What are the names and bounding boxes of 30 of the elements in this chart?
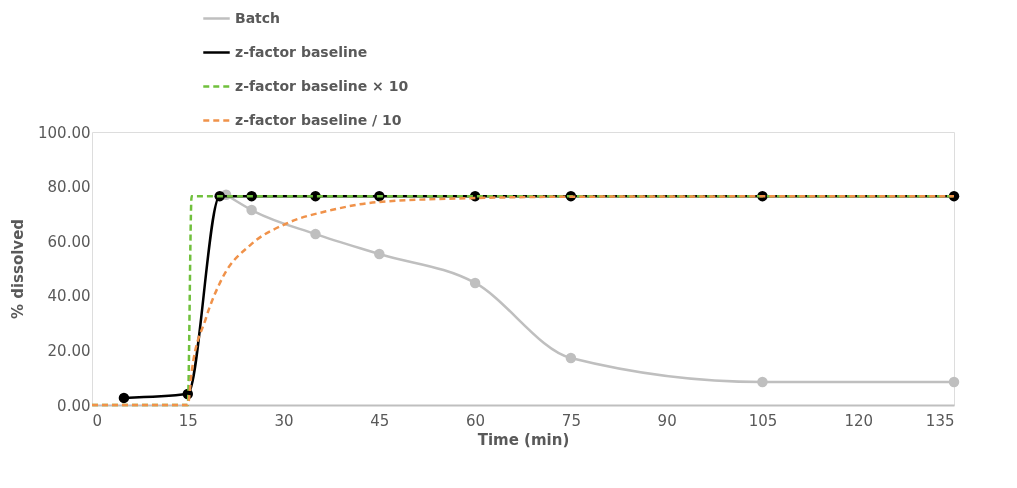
x-tick-label: 75 [561, 411, 581, 430]
legend-label: z-factor baseline × 10 [235, 77, 409, 94]
point [246, 204, 257, 216]
point [310, 228, 321, 240]
x-tick-label: 105 [748, 411, 778, 430]
x-tick-label: 0 [92, 411, 103, 430]
y-axis-title: % dissolved [9, 218, 28, 320]
legend-label: z-factor baseline [235, 43, 368, 60]
y-tick-label: 20.00 [47, 341, 91, 360]
x-tick-label: 120 [844, 411, 874, 430]
x-tick-label: 135 [925, 411, 955, 430]
point [118, 392, 130, 404]
y-tick-label: 80.00 [47, 178, 91, 197]
y-tick-label: 0.00 [57, 396, 91, 415]
x-tick-label: 30 [274, 411, 294, 430]
x-tick-label: 90 [657, 411, 677, 430]
legend-label: Batch [235, 9, 281, 26]
x-tick-label: 60 [466, 411, 486, 430]
legend-label: z-factor baseline / 10 [235, 111, 402, 128]
point [374, 248, 385, 260]
x-tick-label: 45 [370, 411, 390, 430]
y-tick-label: 40.00 [47, 287, 91, 306]
x-axis-title: Time (min) [477, 430, 570, 449]
point [948, 376, 960, 388]
x-tick-label: 15 [178, 411, 198, 430]
point [469, 277, 481, 289]
y-tick-label: 60.00 [47, 232, 91, 251]
point [565, 352, 577, 364]
y-tick-label: 100.00 [38, 123, 91, 142]
point [757, 376, 768, 388]
